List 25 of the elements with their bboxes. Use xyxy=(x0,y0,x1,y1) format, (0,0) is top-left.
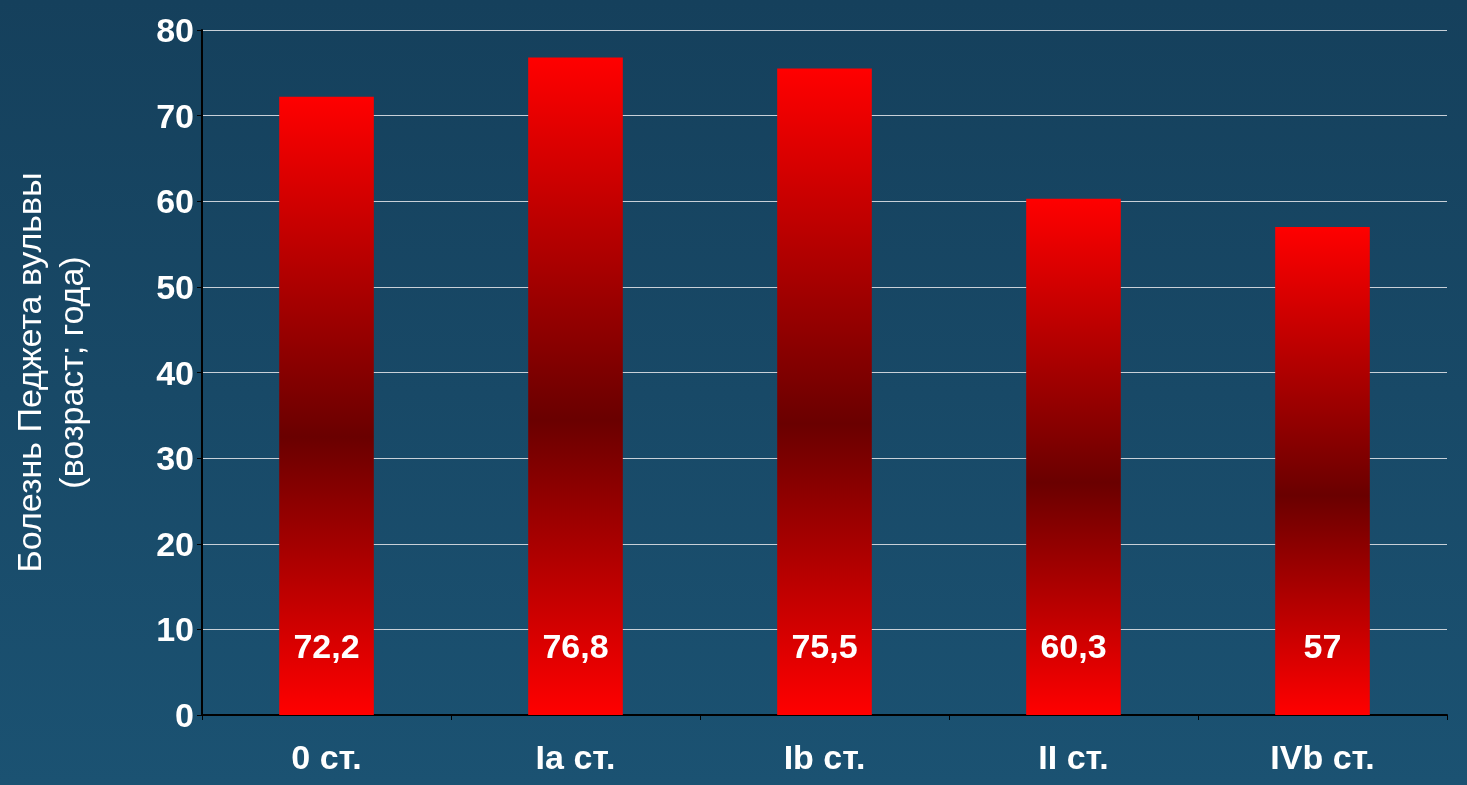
bar xyxy=(279,96,374,715)
bar xyxy=(528,57,623,715)
x-tick-label: IVb ст. xyxy=(1270,738,1375,776)
y-tick-label: 70 xyxy=(156,96,194,135)
x-tick-label: Ia ст. xyxy=(535,738,616,776)
data-label: 76,8 xyxy=(542,627,609,665)
y-axis-title: Болезнь Педжета вульвы (возраст; года) xyxy=(10,172,90,573)
y-tick-label: 0 xyxy=(175,696,194,734)
y-tick-label: 20 xyxy=(156,524,194,563)
bar xyxy=(777,68,872,715)
y-tick-label: 50 xyxy=(156,267,194,306)
x-tick-label: II ст. xyxy=(1038,738,1109,776)
y-tick-label: 30 xyxy=(156,439,194,478)
data-label: 60,3 xyxy=(1040,627,1107,665)
bar xyxy=(1275,226,1370,715)
y-tick-label: 80 xyxy=(156,11,194,49)
bar xyxy=(1026,198,1121,715)
x-tick-label: Ib ст. xyxy=(783,738,866,776)
y-tick-label: 60 xyxy=(156,182,194,221)
x-tick-label: 0 ст. xyxy=(291,738,362,776)
data-label: 72,2 xyxy=(293,627,360,665)
y-tick-label: 10 xyxy=(156,610,194,649)
y-tick-label: 40 xyxy=(156,353,194,392)
data-label: 75,5 xyxy=(791,627,858,665)
data-label: 57 xyxy=(1303,627,1342,665)
